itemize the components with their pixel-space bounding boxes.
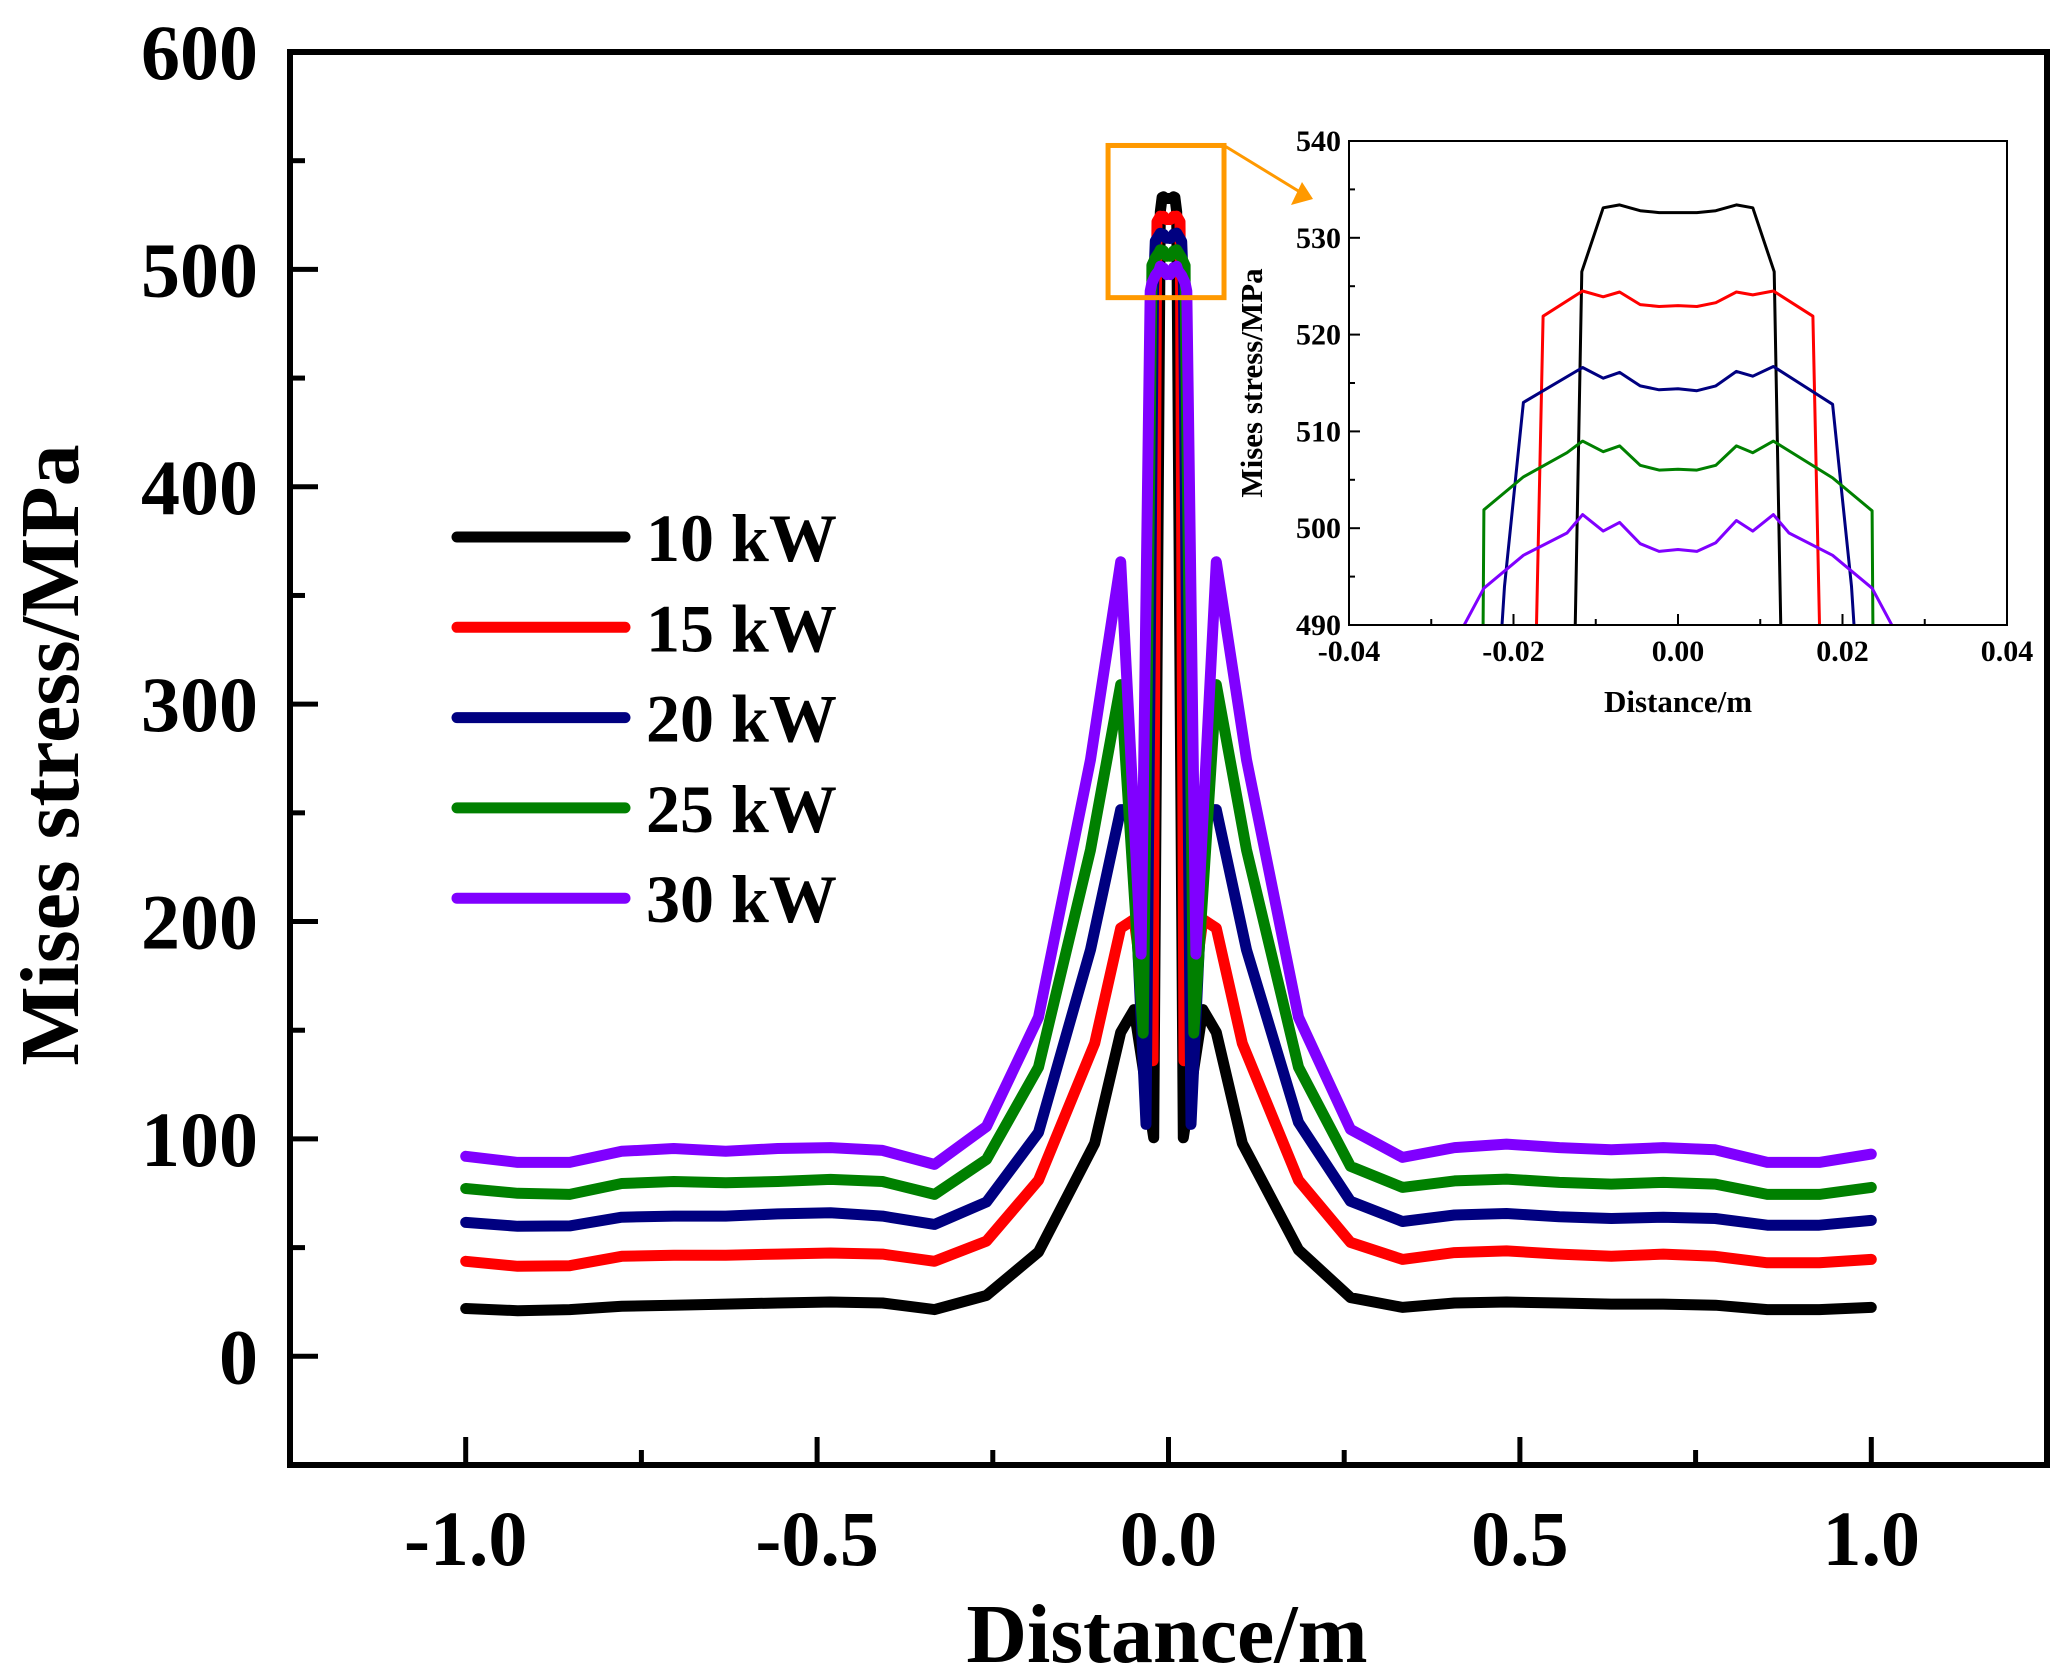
x-tick-label: 0.5 [1471,1495,1569,1582]
y-tick-label: 100 [141,1096,258,1183]
y-tick-label: 530 [1296,222,1341,255]
inset-x-axis-title: Distance/m [1604,684,1752,719]
inset-axis-ticks: -0.04 -0.02 0.00 0.02 0.04 490 500 510 520 530 540 [1296,125,2033,668]
legend-label: 30 kW [646,861,837,937]
x-tick-label: -0.04 [1318,635,1381,668]
y-axis-title: Mises stress/MPa [4,444,97,1065]
x-tick-label: 0.0 [1120,1495,1218,1582]
inset-series-line-30-kw [1462,513,1894,625]
y-tick-label: 500 [1296,512,1341,545]
series-line-25-kw [460,244,1877,1200]
legend-item: 15 kW [451,590,837,666]
x-tick-label: -1.0 [404,1495,527,1582]
y-tick-label: 200 [141,879,258,966]
inset-series-line-20-kw [1500,365,1856,625]
inset-plot: -0.04 -0.02 0.00 0.02 0.04 490 500 510 520 530 540… [1234,125,2033,719]
inset-series-group [1462,203,1894,625]
inset-y-axis-title: Mises stress/MPa [1234,268,1269,498]
y-tick-label: 490 [1296,609,1341,642]
y-tick-label: 400 [141,444,258,531]
series-line-10-kw [460,191,1877,1317]
legend-item: 25 kW [451,771,837,847]
legend-item: 10 kW [451,500,837,576]
x-tick-label: -0.02 [1482,635,1545,668]
y-tick-label: 520 [1296,319,1341,352]
legend-item: 20 kW [451,681,837,757]
x-tick-label: 0.04 [1981,635,2034,668]
legend-label: 10 kW [646,500,837,576]
legend-label: 25 kW [646,771,837,847]
legend: 10 kW 15 kW 20 kW 25 kW 30 kW [451,500,837,937]
inset-series-line-25-kw [1481,439,1875,625]
inset-series-line-10-kw [1573,203,1783,625]
series-line-30-kw [460,260,1877,1170]
x-axis-title: Distance/m [966,1588,1367,1680]
legend-item: 30 kW [451,861,837,937]
series-line-15-kw [460,210,1877,1272]
y-tick-label: 510 [1296,415,1341,448]
series-line-20-kw [460,227,1877,1232]
x-tick-label: 0.00 [1652,635,1705,668]
x-tick-label: 1.0 [1823,1495,1921,1582]
x-tick-label: -0.5 [755,1495,878,1582]
y-tick-label: 540 [1296,125,1341,158]
inset-series-line-15-kw [1534,289,1822,625]
main-plot: -1.0 -0.5 0.0 0.5 1.0 0 100 200 300 400 500 600 Dis… [4,9,2050,1680]
zoom-annotation [1105,142,1313,301]
main-axis-ticks: -1.0 -0.5 0.0 0.5 1.0 0 100 200 300 400 500 600 [141,9,1920,1582]
y-tick-label: 0 [219,1313,258,1400]
zoom-box [1105,142,1227,301]
legend-label: 20 kW [646,681,837,757]
y-tick-label: 500 [141,226,258,313]
legend-label: 15 kW [646,590,837,666]
main-series-group [460,191,1877,1317]
y-tick-label: 300 [141,661,258,748]
x-tick-label: 0.02 [1816,635,1869,668]
zoom-arrow-line [1223,144,1301,194]
inset-background [1349,141,2007,625]
y-tick-label: 600 [141,9,258,96]
zoom-arrow-head [1291,182,1313,205]
